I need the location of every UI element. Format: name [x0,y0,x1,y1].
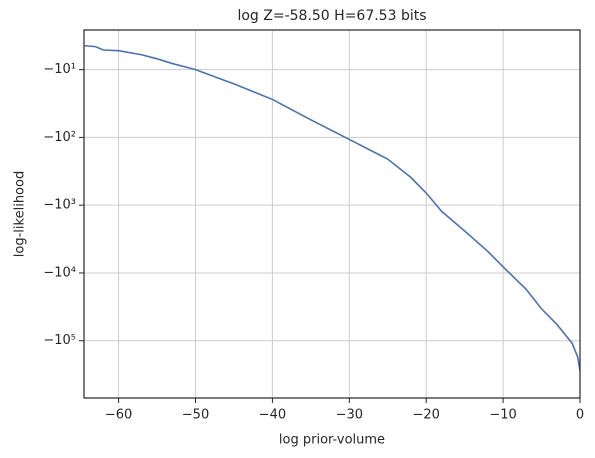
x-tick-label: −60 [105,408,132,423]
x-tick-label: −30 [336,408,363,423]
line [84,44,581,371]
x-tick-label: −20 [412,408,439,423]
x-tick-label: −40 [259,408,286,423]
y-tick-label: −10³ [43,198,76,213]
x-tick-label: −10 [489,408,516,423]
y-tick-label: −10¹ [43,62,76,77]
x-axis-label: log prior-volume [279,433,385,448]
x-tick-label: 0 [576,408,584,423]
y-tick-label: −10⁵ [43,333,76,348]
y-axis-label: log-likelihood [13,171,28,257]
y-tick-label: −10² [43,130,76,145]
x-tick-label: −50 [182,408,209,423]
chart-title: log Z=-58.50 H=67.53 bits [237,8,426,24]
plot-frame [83,29,581,399]
y-tick-label: −10⁴ [43,265,76,280]
